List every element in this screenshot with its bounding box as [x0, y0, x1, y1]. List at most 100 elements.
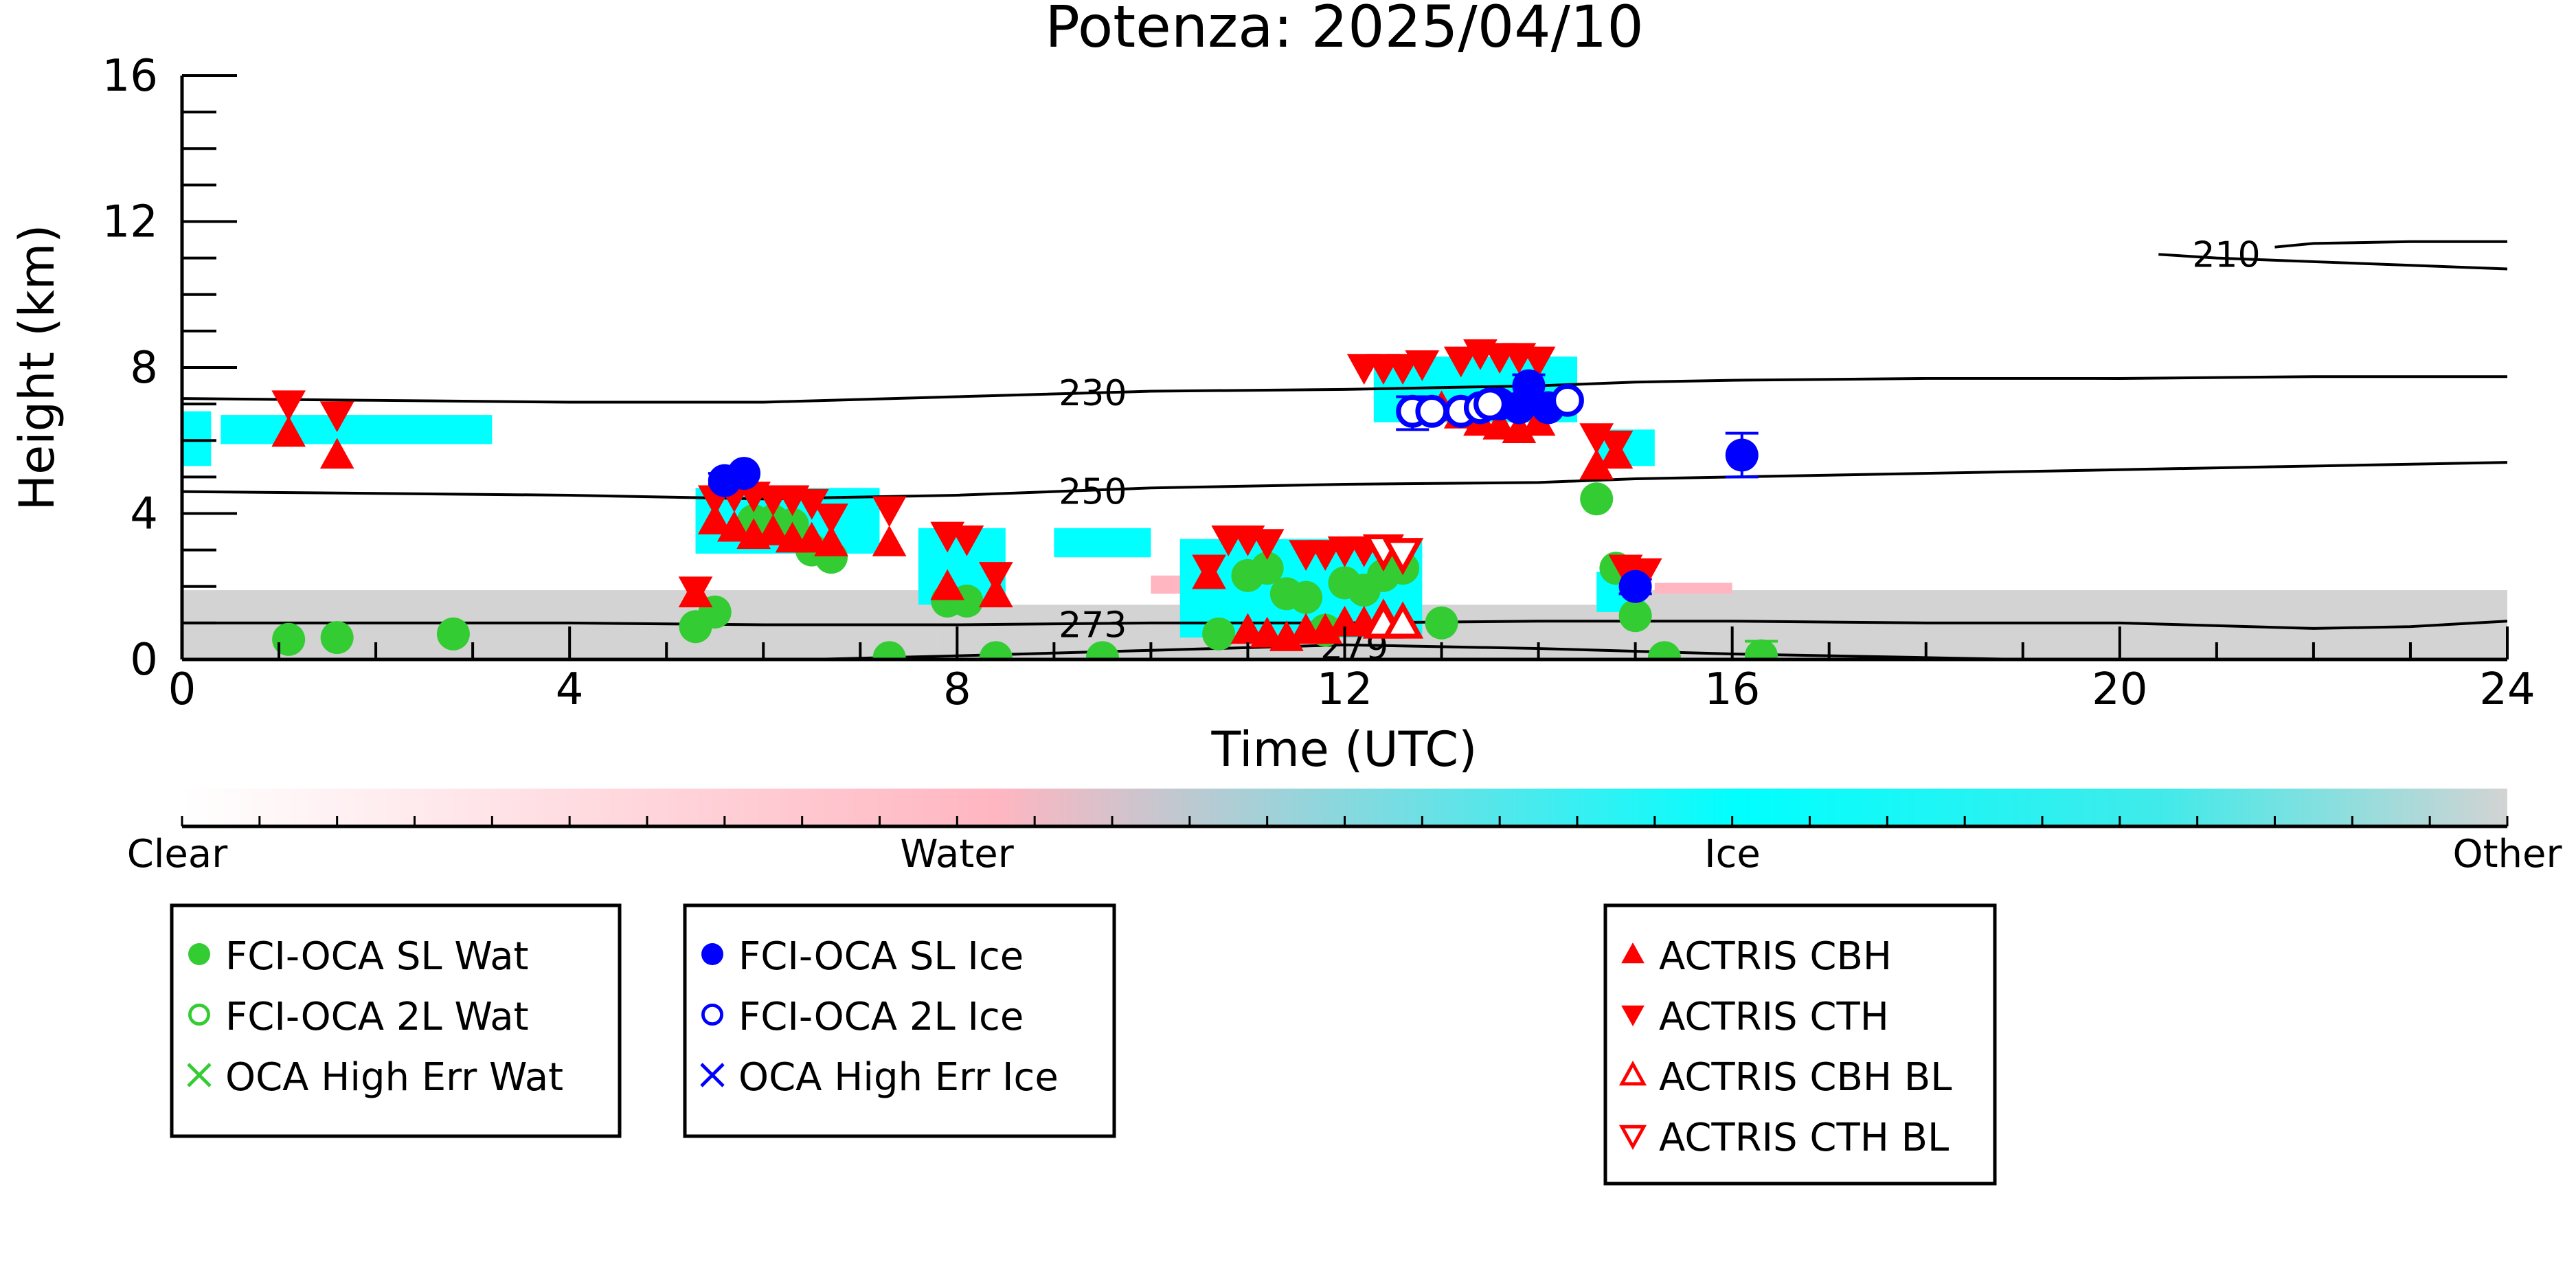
y-axis-label: Height (km): [9, 225, 65, 511]
actris-cth-point: [814, 504, 848, 534]
colorbar-ticks: [181, 816, 2509, 826]
fci-oca-sl-wat-point: [872, 641, 906, 659]
fci-oca-sl-wat-point: [1618, 599, 1652, 633]
actris-cbh-point: [872, 525, 907, 556]
legend-label-actris-cbh-bl: ACTRIS CBH BL: [1659, 1055, 1952, 1100]
fci-oca-sl-ice-point: [1618, 569, 1652, 603]
colorbar-label-water: Water: [900, 832, 1015, 877]
legend-box-2: FCI-OCA SL Ice FCI-OCA 2L Ice OCA High Err…: [683, 903, 1116, 1138]
legend-marker-actris-cbh: [1621, 942, 1645, 964]
actris-cbh-point: [814, 525, 848, 556]
y-tick-label: 16: [102, 51, 158, 102]
actris-cth-point: [678, 576, 713, 608]
fci-oca-sl-wat-point: [1289, 580, 1323, 614]
x-tick-label: 20: [2092, 664, 2147, 715]
actris-cth-point: [978, 562, 1013, 593]
actris-cth-point: [1521, 346, 1556, 378]
y-tick-label: 12: [102, 197, 158, 248]
colorbar-label-other: Other: [2452, 832, 2562, 877]
legend-frame: [170, 903, 622, 1138]
legend-frame: [1603, 903, 1997, 1186]
legends: FCI-OCA SL Wat FCI-OCA 2L Wat OCA High Err…: [170, 903, 1997, 1186]
legend-marker-fci-oca-2l-wat: [188, 1004, 210, 1026]
actris-cth-point: [1405, 350, 1440, 381]
legend-label-oca-high-err-ice: OCA High Err Ice: [738, 1055, 1059, 1100]
legend-marker-fci-oca-2l-ice: [701, 1004, 724, 1026]
actris-cth-point: [1250, 529, 1285, 561]
actris-cbh-point: [717, 510, 752, 542]
y-tick-label: 8: [130, 343, 158, 394]
legend-label-oca-high-err-wat: OCA High Err Wat: [225, 1055, 563, 1100]
legend-marker-actris-cth: [1621, 1005, 1645, 1027]
fci-oca-sl-ice-point: [727, 457, 761, 490]
legend-marker-oca-high-err-wat: [187, 1063, 212, 1087]
contour-label: 250: [1059, 472, 1127, 513]
fci-oca-sl-wat-point: [1085, 641, 1119, 659]
x-tick-label: 12: [1317, 664, 1372, 715]
actris-cth-point: [1443, 346, 1478, 378]
actris-cbh-point: [319, 438, 354, 469]
colorbar-label-clear: Clear: [127, 832, 228, 877]
legend-label-actris-cth-bl: ACTRIS CTH BL: [1659, 1116, 1949, 1160]
y-tick-label: 4: [130, 489, 158, 540]
legend-label-fci-oca-2l-ice: FCI-OCA 2L Ice: [738, 995, 1024, 1039]
x-tick-label: 0: [168, 664, 196, 715]
actris-cth-point: [1308, 540, 1343, 571]
fci-oca-sl-wat-point: [320, 621, 354, 655]
legend-label-actris-cbh: ACTRIS CBH: [1659, 934, 1892, 979]
x-tick-label: 4: [556, 664, 584, 715]
legend-label-fci-oca-sl-wat: FCI-OCA SL Wat: [225, 934, 529, 979]
actris-cth-point: [1386, 354, 1420, 385]
legend-marker-fci-oca-sl-wat: [188, 943, 210, 965]
actris-cbh-point: [271, 416, 306, 447]
contour-label: 273: [1059, 605, 1127, 646]
actris-cth-point: [319, 401, 354, 433]
contour-line: [2274, 240, 2507, 249]
actris-cbh-point: [930, 569, 965, 600]
legend-marker-fci-oca-sl-ice: [701, 943, 723, 965]
contour-line: [182, 461, 2507, 501]
actris-cbh-point: [1250, 616, 1285, 648]
colorbar-label-ice: Ice: [1704, 832, 1761, 877]
legend-frame: [683, 903, 1116, 1138]
actris-cth-bl-point: [1382, 538, 1424, 576]
contour-line: [2158, 253, 2507, 271]
actris-cth-point: [949, 525, 984, 556]
fci-oca-sl-wat-point: [1580, 482, 1614, 516]
actris-cth-point: [872, 496, 907, 528]
ice-region: [1054, 528, 1151, 558]
data-markers: [271, 339, 1778, 659]
actris-cth-point: [1192, 554, 1226, 586]
contour-label: 230: [1059, 373, 1127, 414]
x-tick-label: 16: [1704, 664, 1760, 715]
fci-oca-sl-wat-point: [1647, 641, 1681, 659]
legend-label-fci-oca-sl-ice: FCI-OCA SL Ice: [738, 934, 1024, 979]
legend-label-actris-cth: ACTRIS CTH: [1659, 995, 1889, 1039]
legend-marker-oca-high-err-ice: [700, 1063, 725, 1087]
chart-title: Potenza: 2025/04/10: [1045, 0, 1644, 60]
fci-oca-sl-wat-point: [436, 617, 470, 651]
legend-box-3: ACTRIS CBH ACTRIS CTH ACTRIS CBH BL ACTRIS …: [1603, 903, 1997, 1186]
actris-cbh-point: [1482, 408, 1517, 440]
fci-oca-sl-wat-point: [1425, 606, 1458, 640]
ice-region: [221, 415, 493, 444]
fci-oca-2l-ice-point: [1473, 387, 1507, 421]
fci-oca-2l-ice-point: [1550, 383, 1584, 417]
legend-label-fci-oca-2l-wat: FCI-OCA 2L Wat: [225, 995, 529, 1039]
water-region: [1654, 583, 1732, 594]
legend-marker-actris-cth-bl: [1618, 1125, 1647, 1150]
axes: 0 4 8 12 16 20 24 0 4 8 12 16: [102, 51, 2535, 715]
fci-oca-sl-wat-point: [1250, 552, 1284, 585]
actris-cbh-point: [697, 504, 732, 534]
colorbar: Clear Water Ice Other: [127, 789, 2562, 877]
y-ticks: 0 4 8 12 16: [102, 51, 237, 686]
fci-oca-sl-ice-point: [1725, 438, 1759, 472]
actris-cth-point: [271, 390, 306, 422]
legend-marker-actris-cbh-bl: [1618, 1061, 1647, 1086]
x-tick-label: 24: [2479, 664, 2535, 715]
fci-oca-sl-ice-point: [1512, 369, 1546, 403]
actris-cbh-point: [756, 515, 791, 545]
contour-line: [182, 375, 2507, 404]
